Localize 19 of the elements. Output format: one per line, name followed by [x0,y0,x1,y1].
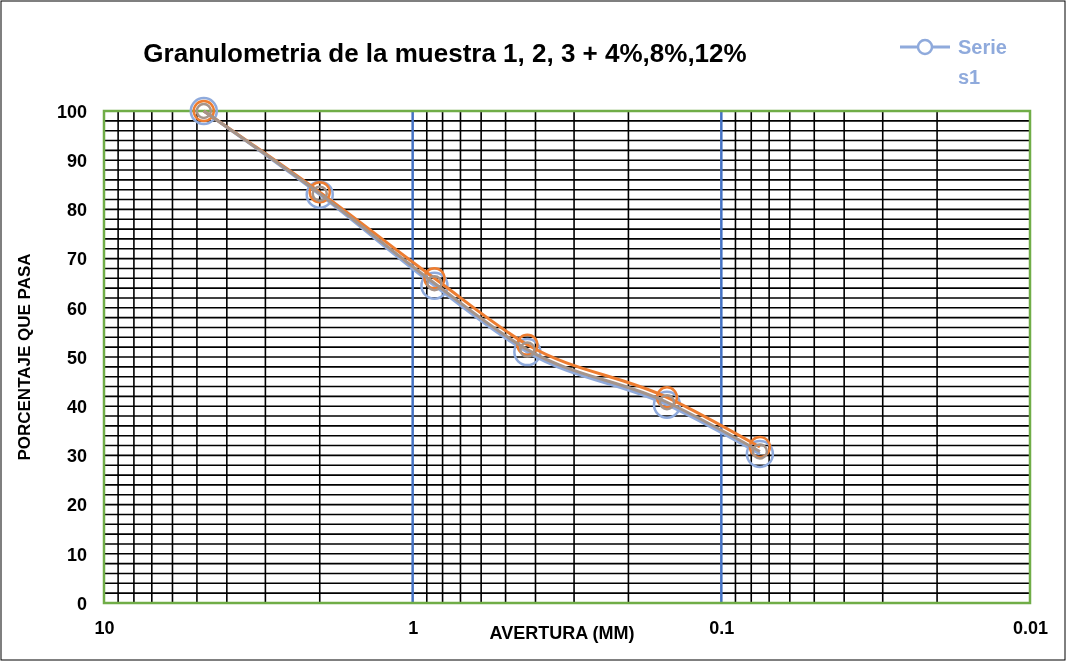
y-tick-label: 40 [66,397,87,417]
x-tick-label: 0.01 [1012,618,1049,638]
y-axis-title: PORCENTAJE QUE PASA [15,253,34,461]
y-tick-label: 60 [66,298,87,319]
legend-label: Series1 [958,36,1007,88]
y-tick-label: 10 [66,544,87,565]
x-axis-title: AVERTURA (MM) [489,623,635,643]
y-tick-label: 100 [56,101,87,122]
y-tick-label: 50 [66,347,87,368]
y-tick-label: 20 [66,495,87,516]
y-tick-label: 80 [66,200,87,221]
x-tick-label: 1 [408,618,419,638]
chart-title: Granulometria de la muestra 1, 2, 3 + 4%,8%,12% [143,38,747,68]
x-tick-label: 0.1 [709,618,735,638]
y-tick-label: 0 [76,593,87,614]
y-tick-label: 90 [66,151,87,171]
y-tick-label: 30 [66,446,87,467]
x-tick-label: 10 [94,618,115,638]
y-tick-label: 70 [66,249,87,270]
